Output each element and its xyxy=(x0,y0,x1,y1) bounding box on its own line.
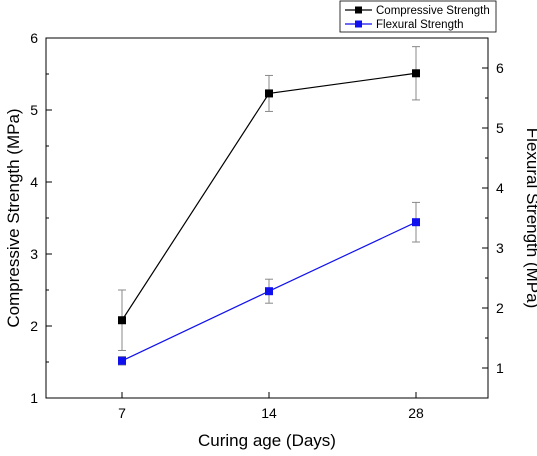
x-tick-label: 14 xyxy=(261,405,277,421)
right-y-tick-label: 3 xyxy=(496,240,504,256)
right-y-axis-title: Flexural Strength (MPa) xyxy=(523,128,537,308)
flexural-data-point xyxy=(265,287,273,296)
x-axis-title: Curing age (Days) xyxy=(198,431,336,450)
right-y-tick-label: 1 xyxy=(496,360,504,376)
x-tick-label: 7 xyxy=(118,405,126,421)
compressive-data-point xyxy=(118,316,126,325)
left-y-tick-label: 5 xyxy=(30,102,38,118)
legend-compressive-marker xyxy=(355,6,362,14)
legend-compressive-label: Compressive Strength xyxy=(376,5,490,17)
left-y-tick-label: 1 xyxy=(30,390,38,406)
left-y-tick-label: 6 xyxy=(30,30,38,46)
legend: Compressive Strength Flexural Strength xyxy=(339,0,497,33)
x-tick-label: 28 xyxy=(408,405,424,421)
flexural-data-point xyxy=(118,356,126,365)
right-y-tick-label: 6 xyxy=(496,60,504,76)
left-y-tick-label: 4 xyxy=(30,174,38,190)
x-axis: 7 14 28 xyxy=(118,392,424,421)
legend-box xyxy=(339,0,497,33)
right-y-tick-label: 2 xyxy=(496,300,504,316)
series-layer xyxy=(118,46,420,366)
right-y-axis: 1 2 3 4 5 6 xyxy=(482,60,504,376)
left-y-axis: 1 2 3 4 5 6 xyxy=(30,30,52,406)
left-y-tick-label: 3 xyxy=(30,246,38,262)
legend-flexural-marker xyxy=(355,20,362,28)
flexural-data-point xyxy=(412,218,420,227)
compressive-data-point xyxy=(265,89,273,98)
left-y-axis-title: Compressive Strength (MPa) xyxy=(4,108,23,327)
right-y-tick-label: 4 xyxy=(496,180,504,196)
right-y-tick-label: 5 xyxy=(496,120,504,136)
compressive-data-point xyxy=(412,69,420,78)
legend-flexural-label: Flexural Strength xyxy=(376,19,464,31)
left-y-tick-label: 2 xyxy=(30,318,38,334)
